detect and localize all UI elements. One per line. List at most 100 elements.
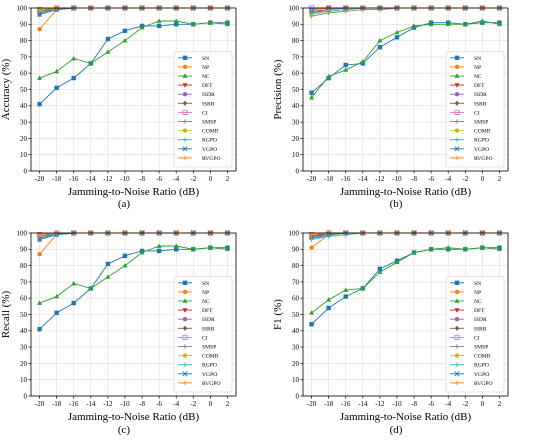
legend-entry-smsp: SMSP bbox=[450, 119, 488, 126]
x-tick-label: 0 bbox=[209, 400, 213, 408]
legend-label: SN bbox=[202, 56, 209, 62]
y-tick-label: 30 bbox=[20, 119, 28, 127]
data-point bbox=[445, 21, 451, 27]
x-tick-label: -14 bbox=[358, 400, 368, 408]
x-tick-label: -10 bbox=[392, 175, 402, 183]
y-tick-label: 80 bbox=[292, 37, 300, 45]
data-point bbox=[428, 21, 434, 27]
legend: SN NP NC DFT ISDR ISRR CI SMSP COMB RGPO VGPO RVGPO bbox=[173, 276, 233, 393]
x-tick-label: -2 bbox=[190, 175, 196, 183]
x-tick-label: -4 bbox=[173, 175, 179, 183]
legend-box bbox=[173, 51, 233, 168]
legend-marker bbox=[182, 119, 188, 124]
x-tick-label: -12 bbox=[103, 175, 113, 183]
legend-label: RGPO bbox=[202, 363, 217, 369]
legend-marker bbox=[182, 353, 188, 358]
data-point bbox=[122, 263, 128, 268]
legend-entry-comb: COMB bbox=[178, 128, 219, 135]
y-axis-label: Accuracy (%) bbox=[0, 58, 12, 120]
y-tick-label: 100 bbox=[289, 4, 300, 12]
legend: SN NP NC DFT ISDR ISRR CI SMSP COMB RGPO VGPO RVGPO bbox=[445, 276, 505, 393]
x-tick-label: 2 bbox=[226, 175, 230, 183]
data-point bbox=[37, 75, 43, 80]
data-point bbox=[122, 38, 128, 43]
y-axis-label: Recall (%) bbox=[0, 290, 12, 338]
legend-marker bbox=[182, 334, 188, 341]
legend-marker bbox=[454, 325, 460, 331]
legend-label: NP bbox=[202, 290, 209, 296]
legend-label: SN bbox=[474, 56, 481, 62]
data-point bbox=[326, 297, 332, 302]
x-tick-label: -4 bbox=[445, 175, 451, 183]
data-point bbox=[88, 285, 94, 291]
legend-box bbox=[445, 51, 505, 168]
x-tick-label: -16 bbox=[341, 400, 351, 408]
legend-marker bbox=[182, 100, 188, 106]
data-point bbox=[207, 245, 213, 250]
series-np bbox=[37, 230, 230, 257]
legend-entry-sn: SN bbox=[178, 55, 209, 62]
x-axis-label: Jamming-to-Noise Ratio (dB) bbox=[340, 411, 472, 423]
legend-entry-dft: DFT bbox=[178, 83, 213, 89]
legend-marker bbox=[454, 146, 460, 152]
legend-box bbox=[445, 276, 505, 393]
panel-caption: (b) bbox=[390, 198, 403, 210]
legend-label: ISRR bbox=[202, 101, 215, 107]
legend-entry-dft: DFT bbox=[178, 308, 213, 314]
legend-label: DFT bbox=[202, 83, 213, 89]
legend-entry-isdr: ISDR bbox=[450, 92, 487, 98]
data-point bbox=[445, 245, 451, 250]
x-tick-label: 2 bbox=[498, 175, 502, 183]
data-point bbox=[309, 322, 314, 327]
x-tick-label: 0 bbox=[481, 175, 485, 183]
legend-marker bbox=[182, 73, 188, 78]
legend-marker bbox=[182, 371, 188, 377]
legend-marker bbox=[454, 317, 460, 322]
series-isrr bbox=[309, 230, 502, 239]
data-point bbox=[71, 75, 76, 81]
y-tick-label: 90 bbox=[292, 21, 300, 29]
data-point bbox=[105, 274, 111, 279]
y-tick-label: 70 bbox=[20, 278, 28, 286]
legend-entry-isrr: ISRR bbox=[450, 325, 487, 332]
y-tick-label: 70 bbox=[20, 53, 28, 61]
legend-label: NP bbox=[474, 65, 481, 71]
legend-marker bbox=[454, 380, 460, 386]
data-point bbox=[37, 101, 42, 107]
x-tick-label: -6 bbox=[428, 175, 434, 183]
legend-entry-np: NP bbox=[178, 64, 209, 71]
legend-label: ISDR bbox=[202, 92, 215, 98]
series-np bbox=[37, 5, 230, 32]
x-tick-label: -10 bbox=[392, 400, 402, 408]
y-tick-label: 50 bbox=[20, 86, 28, 94]
chart-panel-1: -20 -18 -16 -14 -12 -10 -8 -6 -4 -2 0 2010203040506… bbox=[0, 4, 237, 210]
x-tick-label: -20 bbox=[307, 175, 317, 183]
x-tick-label: -18 bbox=[52, 400, 62, 408]
x-axis-label: Jamming-to-Noise Ratio (dB) bbox=[68, 411, 200, 423]
legend-marker bbox=[182, 308, 188, 313]
data-point bbox=[71, 280, 77, 286]
y-tick-label: 60 bbox=[20, 295, 28, 303]
x-tick-label: -14 bbox=[358, 175, 368, 183]
legend-label: CI bbox=[474, 110, 480, 116]
y-tick-label: 20 bbox=[20, 135, 28, 143]
legend-label: NC bbox=[202, 74, 210, 80]
series-rgpo bbox=[309, 230, 502, 242]
legend-entry-isrr: ISRR bbox=[178, 325, 215, 332]
legend-entry-ci: CI bbox=[178, 109, 208, 116]
series-nc bbox=[37, 18, 230, 80]
legend-label: RVGPO bbox=[474, 381, 493, 387]
x-tick-label: -18 bbox=[324, 400, 334, 408]
data-point bbox=[377, 266, 383, 272]
x-tick-label: -2 bbox=[462, 175, 468, 183]
data-point bbox=[343, 67, 349, 72]
y-tick-label: 30 bbox=[292, 344, 300, 352]
series-line bbox=[39, 232, 228, 240]
legend-entry-rgpo: RGPO bbox=[178, 137, 217, 144]
y-tick-label: 40 bbox=[292, 327, 300, 335]
data-point bbox=[360, 59, 366, 64]
y-tick-label: 0 bbox=[24, 167, 28, 175]
x-tick-label: -6 bbox=[428, 400, 434, 408]
data-point bbox=[411, 249, 417, 255]
